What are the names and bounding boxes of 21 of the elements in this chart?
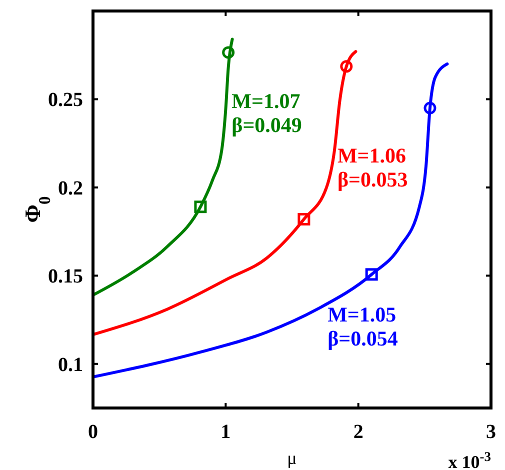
x-axis-title: μ: [287, 448, 297, 468]
point: [365, 268, 378, 281]
point: [424, 102, 436, 114]
y-tick-label: 0.15: [48, 266, 83, 288]
line-series: [93, 62, 449, 378]
y-tick-label: 0.25: [48, 89, 83, 112]
x-tick-label: 1: [220, 421, 231, 443]
x-tick-label: 0: [88, 421, 98, 443]
x-tick-label: 2: [353, 421, 364, 443]
point: [194, 200, 207, 214]
point: [298, 212, 310, 226]
text: x 10$^{-3}$: [448, 448, 492, 470]
annotation: M=1.06 β=0.053: [337, 143, 408, 192]
y-tick-label: 0.2: [58, 177, 83, 200]
line-series: [93, 38, 234, 297]
annotation: M=1.07 β=0.049: [232, 88, 302, 137]
annotation: M=1.05 β=0.054: [328, 302, 398, 350]
point: [222, 46, 235, 59]
y-tick-label: 0.1: [58, 354, 83, 376]
point: [340, 60, 353, 73]
x-tick-label: 3: [486, 421, 496, 443]
